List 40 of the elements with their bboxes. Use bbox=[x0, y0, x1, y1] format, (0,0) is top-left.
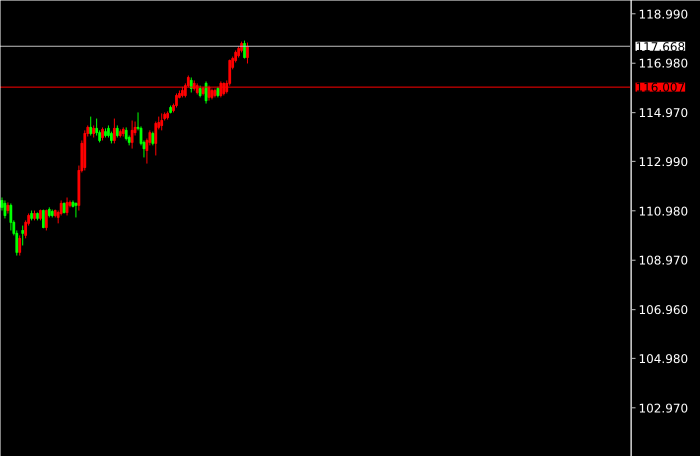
candlestick bbox=[30, 210, 33, 221]
candlestick bbox=[104, 128, 107, 138]
candlestick bbox=[74, 202, 78, 218]
candlestick bbox=[48, 206, 51, 218]
candlestick bbox=[6, 202, 10, 214]
candlestick bbox=[122, 126, 125, 138]
candlestick bbox=[92, 124, 96, 138]
candlestick bbox=[18, 234, 22, 256]
candlestick bbox=[42, 209, 45, 229]
candlestick bbox=[216, 86, 220, 98]
candlestick bbox=[246, 42, 249, 64]
candlestick bbox=[130, 120, 134, 150]
candlestick bbox=[116, 124, 119, 138]
candlestick bbox=[89, 116, 92, 136]
y-tick-label: 118.990 bbox=[638, 7, 688, 22]
candlestick bbox=[62, 202, 66, 214]
candlestick bbox=[204, 80, 208, 104]
candlestick bbox=[66, 197, 68, 216]
candlestick bbox=[112, 118, 116, 144]
candlestick bbox=[44, 209, 48, 231]
y-tick-label: 102.970 bbox=[638, 401, 688, 416]
candlestick bbox=[237, 46, 240, 58]
y-tick-label: 106.960 bbox=[638, 303, 688, 318]
candlestick bbox=[4, 200, 6, 219]
y-tick-label: 112.990 bbox=[638, 154, 688, 169]
candlestick bbox=[151, 131, 154, 146]
candlestick bbox=[243, 40, 246, 60]
y-tick-label: 110.980 bbox=[638, 204, 688, 218]
candlestick bbox=[198, 85, 202, 98]
y-tick-label: 104.980 bbox=[638, 352, 688, 366]
candlestick bbox=[101, 126, 104, 141]
ref-line-label: 116.007 bbox=[636, 80, 686, 95]
y-tick-label: 114.970 bbox=[638, 106, 688, 120]
candlestick bbox=[33, 210, 36, 221]
ref-line-label: 117.668 bbox=[636, 40, 686, 54]
candlestick bbox=[160, 112, 164, 131]
y-tick-label: 108.970 bbox=[638, 254, 688, 268]
candlestick bbox=[39, 209, 42, 221]
y-tick-label: 116.980 bbox=[638, 56, 688, 71]
candlestick bbox=[21, 225, 24, 246]
